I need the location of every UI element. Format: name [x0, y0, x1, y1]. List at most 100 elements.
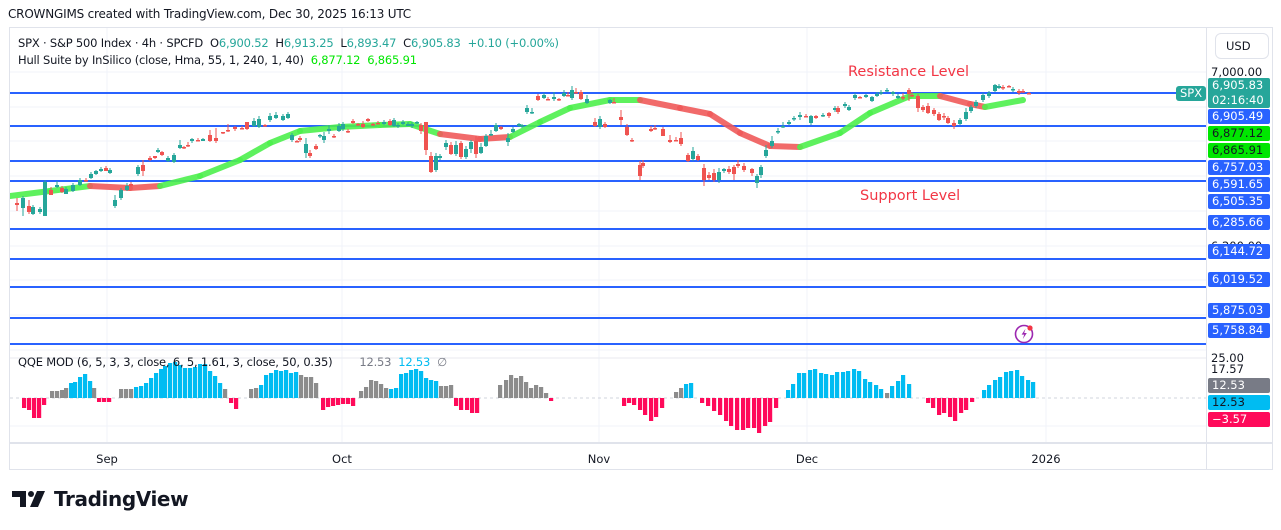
chart-frame[interactable]: SPX · S&P 500 Index · 4h · SPCFD O6,900.… [7, 27, 1273, 470]
candle-body [525, 108, 529, 112]
candle-body [119, 190, 123, 198]
candle-body [702, 168, 706, 180]
candle-body [827, 113, 831, 116]
qqe-bar [429, 380, 434, 398]
qqe-bar [119, 389, 124, 398]
hull-suite-legend: Hull Suite by InSilico (close, Hma, 55, … [18, 52, 559, 69]
qqe-bar [102, 398, 107, 402]
resistance-level-label[interactable]: Resistance Level [848, 64, 970, 80]
candle-body [853, 95, 857, 98]
candle-body [891, 92, 895, 94]
price-chart-canvas[interactable] [7, 28, 1206, 444]
candle-body [598, 119, 602, 127]
candle-body [679, 138, 683, 144]
qqe-bar [321, 398, 326, 410]
candle-body [907, 90, 911, 94]
qqe-bar [689, 383, 694, 398]
qqe-bar [274, 370, 279, 398]
hull-suite-band [507, 119, 543, 140]
qqe-bar [284, 370, 289, 398]
candle-body [603, 124, 607, 127]
qqe-bar [684, 384, 689, 398]
hull-suite-band [707, 111, 743, 136]
qqe-bar [724, 398, 729, 421]
chart-plot-area[interactable]: SPX · S&P 500 Index · 4h · SPCFD O6,900.… [7, 28, 1207, 444]
qqe-bar [982, 390, 987, 398]
qqe-bar [643, 398, 648, 415]
candle-body [182, 147, 186, 149]
lightning-alert-icon[interactable] [1013, 322, 1035, 344]
candle-body [136, 167, 140, 174]
qqe-bar [774, 398, 779, 408]
hull-suite-band [737, 130, 773, 149]
symbol-info[interactable]: SPX · S&P 500 Index · 4h · SPCFD [18, 36, 204, 50]
qqe-bar [752, 398, 757, 428]
tradingview-logo-icon [12, 491, 45, 507]
candle-body [608, 100, 612, 103]
price-axis[interactable]: USD 7,000.006,200.006,905.8302:16:406,90… [1206, 28, 1273, 444]
qqe-bar [269, 373, 274, 398]
qqe-bar [203, 364, 208, 398]
qqe-bar [439, 386, 444, 398]
qqe-bar [1009, 371, 1014, 398]
candle-body [156, 150, 160, 152]
candle-body [125, 186, 129, 190]
candle-body [415, 122, 419, 124]
qqe-bar [294, 372, 299, 398]
candle-body [190, 139, 194, 141]
qqe-bar [249, 389, 254, 398]
candle-body [557, 99, 561, 101]
change-value: +0.10 (+0.00%) [467, 36, 559, 50]
qqe-bar [993, 380, 998, 398]
qqe-bar [638, 398, 643, 410]
support-level-label[interactable]: Support Level [860, 188, 961, 204]
candle-body [732, 167, 736, 174]
qqe-bar [374, 381, 379, 398]
candle-body [474, 141, 478, 154]
qqe-bar [852, 369, 857, 398]
candle-body [864, 95, 868, 97]
qqe-bar [27, 398, 32, 410]
qqe-bar [835, 372, 840, 398]
qqe-bar [768, 398, 773, 422]
qqe-bar [524, 382, 529, 398]
qqe-bar [953, 398, 958, 421]
time-axis[interactable]: Sep Oct Nov Dec 2026 [10, 442, 1206, 470]
qqe-bar [351, 398, 356, 406]
candle-body [1021, 91, 1025, 93]
candle-body [27, 206, 31, 212]
qqe-bar [706, 398, 711, 406]
qqe-bar [218, 383, 223, 398]
qqe-bar [178, 365, 183, 398]
qqe-bar [857, 371, 862, 398]
candle-body [356, 124, 360, 126]
qqe-bar [868, 382, 873, 398]
candle-body [15, 203, 19, 205]
currency-button[interactable]: USD [1215, 33, 1269, 59]
hull-suite-label[interactable]: Hull Suite by InSilico (close, Hma, 55, … [18, 53, 304, 67]
candle-body [653, 128, 657, 130]
candle-body [257, 119, 261, 127]
candle-body [759, 167, 763, 175]
qqe-bar [470, 398, 475, 413]
tradingview-logo[interactable]: TradingView [12, 487, 189, 511]
qqe-bar [846, 371, 851, 398]
candle-body [141, 165, 145, 171]
candle-body [755, 176, 759, 183]
candle-body [406, 124, 410, 126]
candle-body [464, 149, 468, 157]
qqe-mod-label[interactable]: QQE MOD (6, 5, 3, 3, close, 6, 5, 1.61, … [18, 355, 333, 369]
qqe-bar [92, 388, 97, 398]
qqe-bar [154, 373, 159, 398]
qqe-bar [404, 373, 409, 398]
candle-body [494, 125, 498, 131]
qqe-bar [149, 378, 154, 398]
hull-suite-band [297, 124, 343, 134]
qqe-bar [622, 398, 627, 406]
candle-body [619, 117, 623, 120]
qqe-bar [874, 385, 879, 398]
qqe-bar [534, 385, 539, 398]
qqe-bar [32, 398, 37, 418]
candle-body [942, 116, 946, 118]
qqe-bar [389, 389, 394, 398]
